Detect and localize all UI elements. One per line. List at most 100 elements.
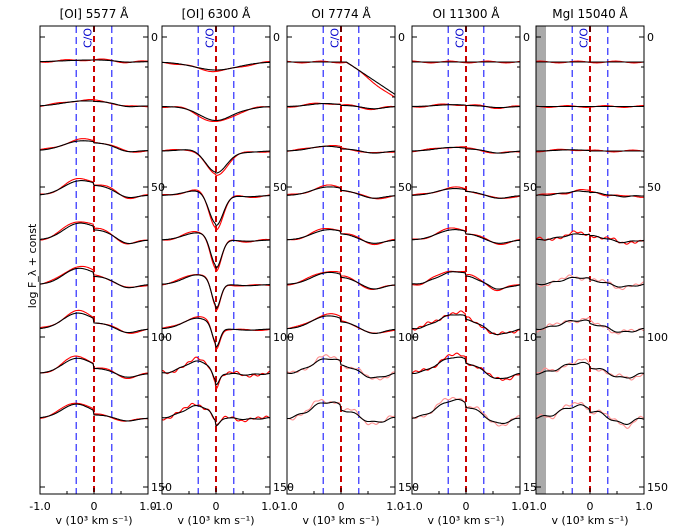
model-spectrum-4 — [162, 190, 270, 227]
model-spectrum-9 — [287, 401, 395, 423]
panel-4: OI 11300 ÅC/O-1.0 0 1.0v (10³ km s⁻¹)05010… — [401, 6, 544, 527]
y-tick-label: 150 — [273, 481, 294, 494]
model-spectrum-2 — [40, 100, 148, 108]
model-spectrum-7 — [287, 315, 395, 334]
model-spectrum-1 — [40, 59, 148, 63]
x-axis-label: v (10³ km s⁻¹) — [302, 514, 379, 527]
model-spectrum-8 — [162, 360, 270, 386]
panel-title: OI 7774 Å — [311, 6, 371, 21]
x-tick-label: 0 — [338, 500, 345, 513]
panel-1-plot — [40, 26, 148, 494]
model-spectrum-2 — [162, 106, 270, 122]
x-tick-label: -1.0 — [29, 500, 50, 513]
y-tick-label: 50 — [647, 181, 661, 194]
model-spectrum-4 — [536, 190, 644, 198]
model-spectrum-9 — [162, 405, 270, 427]
x-axis-label: v (10³ km s⁻¹) — [177, 514, 254, 527]
panel-1: [OI] 5577 ÅC/O-1.0 0 1.0v (10³ km s⁻¹)0501… — [29, 6, 172, 527]
co-label: C/O — [577, 28, 590, 48]
observed-spectrum-4 — [162, 189, 270, 231]
observed-spectrum-9 — [536, 402, 644, 429]
x-tick-label: 0 — [213, 500, 220, 513]
model-spectrum-5 — [536, 233, 644, 244]
model-spectrum-2 — [287, 102, 395, 110]
panel-title: MgI 15040 Å — [552, 6, 628, 21]
panel-title: OI 11300 Å — [433, 6, 501, 21]
x-tick-label: 1.0 — [139, 500, 157, 513]
x-tick-label: -1.0 — [276, 500, 297, 513]
x-tick-label: -1.0 — [401, 500, 422, 513]
panel-2-plot — [162, 26, 270, 494]
y-tick-label: 0 — [647, 31, 654, 44]
model-spectrum-1 — [287, 61, 395, 95]
co-label: C/O — [81, 28, 94, 48]
y-tick-label: 50 — [398, 181, 412, 194]
panel-5-plot — [536, 26, 644, 494]
x-tick-label: 1.0 — [511, 500, 529, 513]
panel-title: [OI] 5577 Å — [60, 6, 130, 21]
panel-3: OI 7774 ÅC/O-1.0 0 1.0v (10³ km s⁻¹)050100… — [276, 6, 419, 527]
observed-spectrum-1 — [162, 61, 270, 73]
model-spectrum-6 — [536, 276, 644, 288]
x-tick-label: 1.0 — [635, 500, 653, 513]
y-tick-label: 150 — [398, 481, 419, 494]
y-axis-label: log F_λ + const — [26, 223, 39, 308]
panel-3-plot — [287, 26, 395, 494]
y-tick-label: 50 — [273, 181, 287, 194]
x-tick-label: 0 — [587, 500, 594, 513]
x-tick-label: 1.0 — [261, 500, 279, 513]
model-spectrum-9 — [40, 403, 148, 422]
co-label: C/O — [453, 28, 466, 48]
model-spectrum-3 — [162, 149, 270, 174]
y-tick-label: 0 — [273, 31, 280, 44]
model-spectrum-3 — [40, 140, 148, 153]
model-spectrum-8 — [40, 357, 148, 378]
model-spectrum-9 — [412, 398, 520, 424]
model-spectrum-3 — [412, 146, 520, 154]
panel-4-plot — [412, 26, 520, 494]
model-spectrum-5 — [40, 222, 148, 245]
x-axis-label: v (10³ km s⁻¹) — [427, 514, 504, 527]
model-spectrum-3 — [287, 145, 395, 154]
observed-spectrum-6 — [162, 274, 270, 312]
y-tick-label: 0 — [398, 31, 405, 44]
observed-spectrum-7 — [536, 316, 644, 335]
panels-group: [OI] 5577 ÅC/O-1.0 0 1.0v (10³ km s⁻¹)0501… — [29, 6, 668, 527]
masked-region — [536, 26, 546, 494]
y-tick-label: 100 — [398, 331, 419, 344]
co-label: C/O — [203, 28, 216, 48]
observed-spectrum-1 — [287, 60, 395, 98]
y-tick-label: 0 — [151, 31, 158, 44]
y-tick-label: 0 — [523, 31, 530, 44]
y-tick-label: 50 — [523, 181, 537, 194]
x-axis-label: v (10³ km s⁻¹) — [55, 514, 132, 527]
co-label: C/O — [328, 28, 341, 48]
panel-5: MgI 15040 ÅC/O-1.0 0 1.0v (10³ km s⁻¹)0501… — [525, 6, 668, 527]
panel-title: [OI] 6300 Å — [182, 6, 252, 21]
model-spectrum-2 — [412, 104, 520, 109]
x-axis-label: v (10³ km s⁻¹) — [551, 514, 628, 527]
model-spectrum-5 — [412, 229, 520, 244]
model-spectrum-1 — [162, 61, 270, 71]
model-spectrum-6 — [287, 271, 395, 290]
model-spectrum-4 — [40, 180, 148, 199]
model-spectrum-7 — [40, 312, 148, 334]
y-tick-label: 100 — [273, 331, 294, 344]
observed-spectrum-3 — [412, 146, 520, 154]
model-spectrum-7 — [536, 319, 644, 333]
x-tick-label: 0 — [91, 500, 98, 513]
model-spectrum-6 — [162, 274, 270, 310]
y-tick-label: 150 — [647, 481, 668, 494]
model-spectrum-3 — [536, 149, 644, 152]
x-tick-label: 1.0 — [386, 500, 404, 513]
x-tick-label: -1.0 — [151, 500, 172, 513]
model-spectrum-6 — [412, 271, 520, 290]
observed-spectrum-1 — [412, 60, 520, 64]
model-spectrum-9 — [536, 404, 644, 425]
model-spectrum-7 — [412, 314, 520, 336]
observed-spectrum-4 — [536, 189, 644, 198]
x-tick-label: 0 — [463, 500, 470, 513]
model-spectrum-5 — [162, 232, 270, 269]
observed-spectrum-2 — [40, 98, 148, 108]
model-spectrum-8 — [287, 358, 395, 379]
